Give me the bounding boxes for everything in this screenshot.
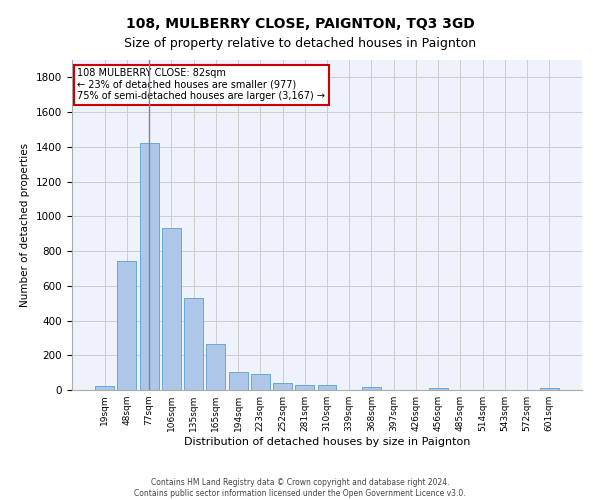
Bar bbox=[317, 385, 337, 390]
Text: Contains HM Land Registry data © Crown copyright and database right 2024.
Contai: Contains HM Land Registry data © Crown c… bbox=[134, 478, 466, 498]
Bar bbox=[295, 385, 314, 390]
Bar bbox=[540, 388, 559, 390]
Bar bbox=[206, 344, 225, 390]
Bar bbox=[229, 372, 248, 390]
Text: 108, MULBERRY CLOSE, PAIGNTON, TQ3 3GD: 108, MULBERRY CLOSE, PAIGNTON, TQ3 3GD bbox=[125, 18, 475, 32]
Bar bbox=[184, 298, 203, 390]
X-axis label: Distribution of detached houses by size in Paignton: Distribution of detached houses by size … bbox=[184, 437, 470, 447]
Bar bbox=[362, 387, 381, 390]
Bar bbox=[118, 262, 136, 390]
Bar bbox=[273, 382, 292, 390]
Bar bbox=[429, 388, 448, 390]
Bar bbox=[251, 374, 270, 390]
Y-axis label: Number of detached properties: Number of detached properties bbox=[20, 143, 31, 307]
Bar bbox=[162, 228, 181, 390]
Bar bbox=[140, 144, 158, 390]
Bar bbox=[95, 386, 114, 390]
Text: 108 MULBERRY CLOSE: 82sqm
← 23% of detached houses are smaller (977)
75% of semi: 108 MULBERRY CLOSE: 82sqm ← 23% of detac… bbox=[77, 68, 325, 102]
Text: Size of property relative to detached houses in Paignton: Size of property relative to detached ho… bbox=[124, 38, 476, 51]
